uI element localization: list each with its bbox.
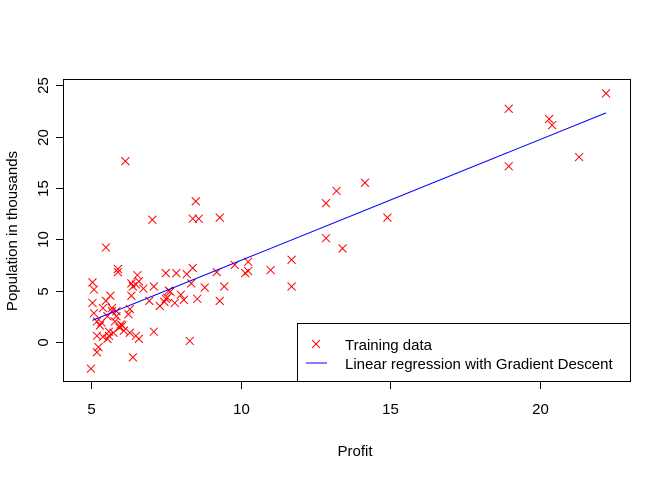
data-point <box>194 214 204 224</box>
data-point <box>360 178 370 188</box>
data-point <box>574 152 584 162</box>
data-point <box>94 342 103 352</box>
data-point <box>200 283 210 292</box>
data-point <box>338 244 347 253</box>
data-point <box>106 291 115 301</box>
data-point <box>188 263 198 273</box>
data-point <box>89 285 99 294</box>
data-point <box>243 257 253 267</box>
data-point <box>219 282 229 291</box>
data-point <box>133 270 142 280</box>
data-point <box>125 328 135 338</box>
x-tick-label: 10 <box>233 401 250 418</box>
y-axis-title: Population in thousands <box>4 151 21 311</box>
data-point <box>547 120 557 130</box>
x-tick-label: 5 <box>87 401 95 418</box>
data-point <box>118 321 127 330</box>
data-point <box>162 293 172 303</box>
data-point <box>601 89 611 98</box>
data-point <box>321 233 331 243</box>
data-point <box>159 297 169 307</box>
x-axis-title: Profit <box>337 443 373 460</box>
data-point <box>179 295 189 305</box>
data-point <box>165 287 175 296</box>
y-axis: 0 5 10 15 20 25 <box>35 77 64 347</box>
data-point <box>104 331 114 341</box>
y-tick-label: 15 <box>35 180 52 197</box>
training-data-points <box>86 89 611 374</box>
data-point <box>92 347 102 357</box>
data-point <box>170 298 180 308</box>
regression-line <box>92 112 607 321</box>
data-point <box>88 278 97 287</box>
y-tick-label: 5 <box>35 287 52 295</box>
regression-line-path <box>92 112 607 321</box>
data-point <box>127 291 136 301</box>
y-tick-label: 10 <box>35 231 52 248</box>
y-tick-label: 20 <box>35 129 52 146</box>
data-point <box>161 268 171 278</box>
data-point <box>215 296 225 306</box>
legend-label-training: Training data <box>345 337 433 354</box>
data-point <box>383 213 392 223</box>
data-point <box>149 282 159 291</box>
data-point <box>113 264 123 274</box>
data-point <box>504 104 514 114</box>
data-point <box>147 215 157 225</box>
x-tick-label: 20 <box>532 401 549 418</box>
data-point <box>332 186 341 196</box>
data-point <box>101 243 111 252</box>
data-point <box>243 266 253 276</box>
data-point <box>134 276 144 286</box>
data-point <box>95 321 105 330</box>
data-point <box>124 309 133 319</box>
data-point <box>134 334 144 344</box>
data-point <box>109 328 118 338</box>
x-axis: 5 10 15 20 <box>87 381 549 418</box>
data-point <box>186 279 196 288</box>
data-point <box>139 284 148 293</box>
data-point <box>98 303 108 313</box>
data-point <box>119 326 129 336</box>
x-tick-label: 15 <box>382 401 399 418</box>
legend: Training data Linear regression with Gra… <box>297 323 631 382</box>
data-point <box>121 156 130 166</box>
data-point <box>266 265 275 275</box>
data-point <box>89 308 99 318</box>
data-point <box>171 268 181 278</box>
data-point <box>287 255 296 265</box>
data-point <box>110 317 120 326</box>
y-tick-label: 0 <box>35 338 52 346</box>
data-point <box>287 282 296 291</box>
data-point <box>88 298 97 308</box>
data-point <box>192 294 202 304</box>
data-point <box>215 213 225 223</box>
data-point <box>185 336 195 346</box>
data-point <box>112 311 121 321</box>
legend-label-regression: Linear regression with Gradient Descent <box>345 356 613 373</box>
legend-box <box>297 323 631 382</box>
data-point <box>544 114 554 124</box>
y-tick-label: 25 <box>35 77 52 94</box>
data-point <box>128 353 138 362</box>
data-point <box>176 290 186 300</box>
data-point <box>113 267 123 277</box>
data-point <box>191 196 201 206</box>
data-point <box>107 303 117 313</box>
data-point <box>86 364 96 374</box>
data-point <box>504 161 514 171</box>
legend-marker-training <box>311 339 321 349</box>
data-point <box>321 198 331 208</box>
data-point <box>149 327 159 337</box>
